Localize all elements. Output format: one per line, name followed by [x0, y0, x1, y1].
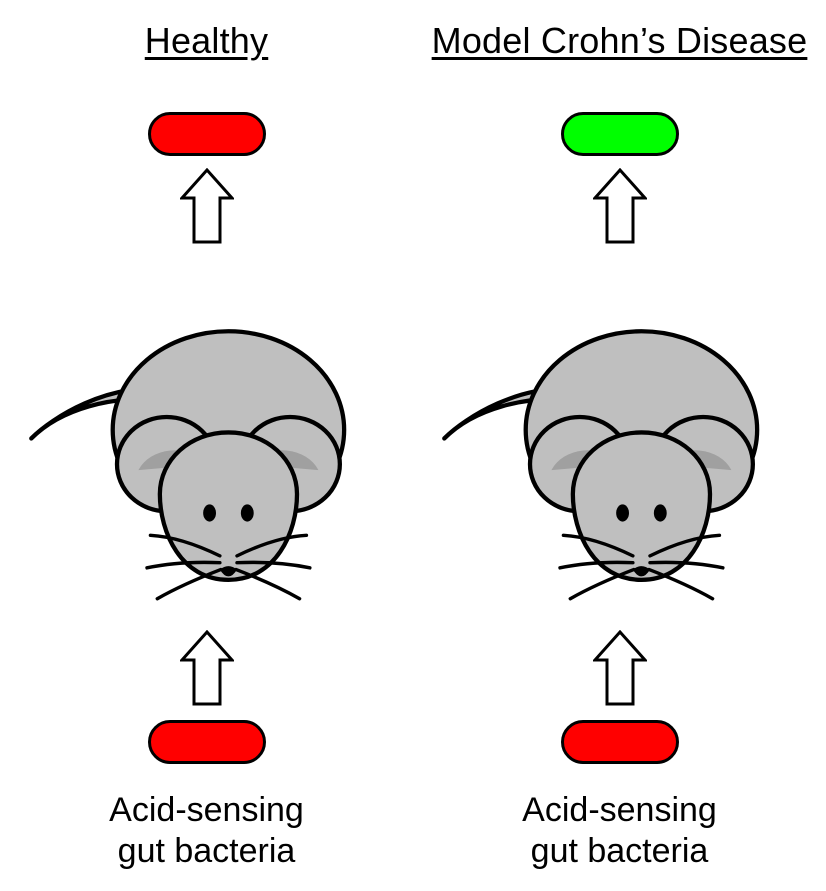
title-crohns: Model Crohn’s Disease — [413, 20, 826, 62]
mouse-icon — [27, 262, 387, 632]
top-capsule-healthy — [148, 112, 266, 156]
arrow-up-top-healthy — [180, 168, 234, 246]
title-healthy: Healthy — [0, 20, 413, 62]
caption-line2: gut bacteria — [118, 832, 296, 870]
caption-line2: gut bacteria — [531, 832, 709, 870]
arrow-up-bottom-crohns — [593, 630, 647, 708]
caption-crohns: Acid-sensing gut bacteria — [413, 790, 826, 872]
caption-line1: Acid-sensing — [522, 791, 717, 829]
caption-line1: Acid-sensing — [109, 791, 304, 829]
column-healthy: Healthy Acid-sensing gut bacteria — [0, 0, 413, 891]
bottom-capsule-healthy — [148, 720, 266, 764]
diagram-canvas: Healthy Acid-sensing gut bacteria Model … — [0, 0, 826, 891]
arrow-up-bottom-healthy — [180, 630, 234, 708]
top-capsule-crohns — [561, 112, 679, 156]
caption-healthy: Acid-sensing gut bacteria — [0, 790, 413, 872]
arrow-up-top-crohns — [593, 168, 647, 246]
bottom-capsule-crohns — [561, 720, 679, 764]
mouse-icon — [440, 262, 800, 632]
column-crohns: Model Crohn’s Disease Acid-sensing gut b… — [413, 0, 826, 891]
